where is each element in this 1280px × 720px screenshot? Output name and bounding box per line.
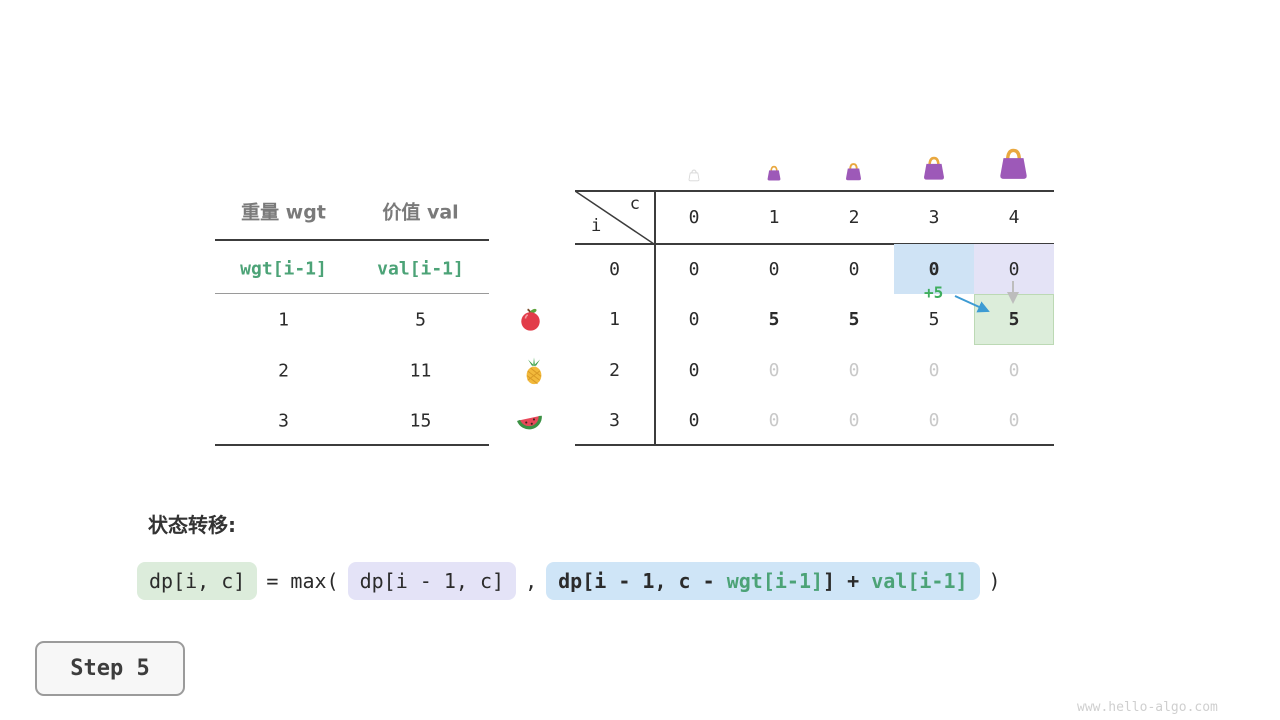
wgt-variable: wgt[i-1]: [240, 258, 327, 280]
state-transition-label: 状态转移:: [148, 513, 236, 537]
dp-cell-source-blue: 0: [894, 244, 974, 294]
dp-cell: 5: [928, 309, 940, 330]
row-var-label: i: [591, 216, 602, 236]
row-header: 0: [609, 258, 620, 280]
dp-cell: 0: [768, 409, 780, 431]
dp-header-row: 0 1 2 3 4: [575, 190, 1055, 244]
dp-cell: 0: [848, 359, 860, 381]
weight-header: 重量 wgt: [241, 201, 326, 224]
dp-cell: 0: [928, 409, 940, 431]
variable-row: wgt[i-1] val[i-1]: [215, 259, 489, 280]
formula-arg2-mid: ] +: [823, 569, 872, 593]
pineapple-icon: [520, 356, 548, 386]
weight-cell: 2: [278, 360, 289, 382]
weight-value-table: 重量 wgt 价值 val wgt[i-1] val[i-1] 1 5 2 11…: [215, 190, 489, 450]
dp-table: c i 0 1 2 3 4 0 0 0 0 0 0 1 0 5 5 5 5: [575, 190, 1055, 446]
divider: [575, 190, 1054, 192]
col-var-label: c: [629, 194, 640, 214]
divider: [654, 190, 656, 446]
dp-row-1: 1 0 5 5 5 5: [575, 294, 1055, 345]
val-variable: val[i-1]: [377, 258, 464, 280]
corner-cell: c i: [575, 190, 654, 244]
formula-arg2-val: val[i-1]: [871, 569, 968, 593]
value-cell: 15: [409, 410, 432, 432]
divider: [215, 293, 489, 294]
dp-cell-current: 5: [974, 294, 1054, 345]
col-header: 3: [928, 206, 940, 228]
watermelon-icon: [514, 407, 546, 435]
formula-arg2: dp[i - 1, c - wgt[i-1]] + val[i-1]: [546, 562, 980, 600]
formula-arg2-prefix: dp[i - 1, c -: [558, 569, 727, 593]
dp-cell: 0: [768, 258, 780, 280]
plus-five-annotation: +5: [924, 283, 944, 302]
col-header: 0: [688, 206, 700, 228]
dp-cell: 0: [688, 258, 700, 280]
value-header: 价值 val: [382, 201, 459, 224]
dp-row-2: 2 0 0 0 0 0: [575, 345, 1055, 395]
formula-close-paren: ): [988, 569, 1001, 593]
row-header: 3: [609, 409, 620, 431]
col-header: 4: [1008, 206, 1020, 228]
divider: [575, 243, 1054, 245]
dp-cell: 0: [848, 409, 860, 431]
dp-cell: 5: [848, 309, 860, 330]
dp-cell-source-lavender: 0: [974, 244, 1054, 294]
formula-comma: ,: [525, 569, 538, 593]
formula-lhs: dp[i, c]: [137, 562, 258, 600]
bag-icon-capacity-3: [920, 154, 948, 182]
apple-icon: [517, 305, 544, 332]
bag-icon-capacity-2: [843, 161, 864, 182]
dp-row-3: 3 0 0 0 0 0: [575, 395, 1055, 445]
formula-arg2-wgt: wgt[i-1]: [726, 569, 824, 593]
dp-row-0: 0 0 0 0 0 0: [575, 244, 1055, 294]
col-header: 2: [848, 206, 860, 228]
bag-icon-capacity-0: [687, 168, 701, 182]
dp-cell: 0: [848, 258, 860, 280]
divider: [215, 239, 489, 241]
state-transition-formula: dp[i, c] = max( dp[i - 1, c] , dp[i - 1,…: [137, 562, 1001, 600]
bag-icon-capacity-1: [765, 164, 783, 182]
step-badge: Step 5: [35, 641, 185, 696]
weight-cell: 1: [278, 309, 289, 331]
diagonal-line: [575, 190, 654, 244]
divider: [575, 444, 1054, 446]
dp-cell: 0: [688, 309, 700, 330]
weight-value-header-row: 重量 wgt 价值 val: [215, 198, 489, 225]
dp-cell: 0: [768, 359, 780, 381]
dp-cell: 0: [928, 359, 940, 381]
row-header: 1: [609, 309, 620, 330]
dp-cell: 0: [1008, 409, 1020, 431]
table-row: 3 15: [215, 411, 489, 432]
divider: [215, 444, 489, 446]
dp-cell: 5: [768, 309, 780, 330]
weight-cell: 3: [278, 410, 289, 432]
table-row: 2 11: [215, 361, 489, 382]
table-row: 1 5: [215, 310, 489, 331]
formula-equals-max: = max(: [266, 569, 339, 593]
value-cell: 11: [409, 360, 432, 382]
value-cell: 5: [415, 309, 426, 331]
dp-cell: 0: [688, 409, 700, 431]
row-header: 2: [609, 359, 620, 381]
watermark: www.hello-algo.com: [1077, 700, 1218, 715]
col-header: 1: [768, 206, 780, 228]
dp-cell: 0: [1008, 359, 1020, 381]
bag-icon-capacity-4: [995, 145, 1032, 182]
dp-cell: 0: [688, 359, 700, 381]
formula-arg1: dp[i - 1, c]: [347, 562, 517, 600]
